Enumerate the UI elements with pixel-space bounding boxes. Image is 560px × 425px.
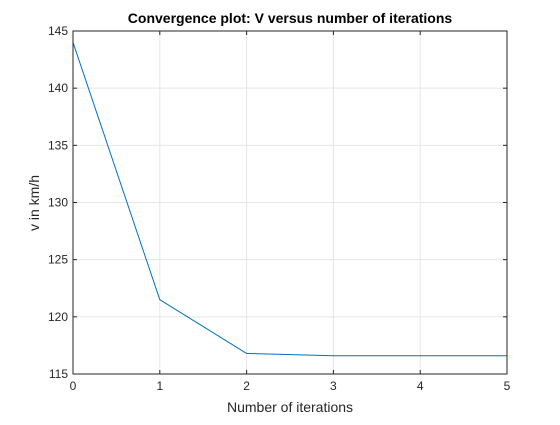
y-axis-label: v in km/h bbox=[26, 175, 42, 231]
axes-layer bbox=[72, 30, 508, 375]
x-axis-label: Number of iterations bbox=[227, 399, 353, 415]
x-tick-label: 2 bbox=[243, 379, 250, 393]
y-tick-label: 140 bbox=[48, 81, 68, 95]
y-tick-label: 145 bbox=[48, 24, 68, 38]
data-point bbox=[246, 352, 248, 354]
x-tick-label: 1 bbox=[156, 379, 163, 393]
data-point bbox=[159, 299, 161, 301]
series-line bbox=[72, 42, 507, 357]
data-point bbox=[332, 355, 334, 357]
x-tick-label: 5 bbox=[504, 379, 511, 393]
y-tick-label: 115 bbox=[49, 367, 68, 381]
x-tick-label: 0 bbox=[70, 379, 77, 393]
x-tick-label: 4 bbox=[417, 379, 424, 393]
y-tick-labels: 115 120 125 130 135 140 145 bbox=[48, 24, 68, 381]
y-tick-label: 120 bbox=[48, 310, 68, 324]
y-tick-label: 125 bbox=[48, 253, 68, 267]
x-tick-label: 3 bbox=[330, 379, 337, 393]
y-tick-label: 130 bbox=[48, 196, 68, 210]
chart-title: Convergence plot: V versus number of ite… bbox=[128, 10, 453, 26]
data-point bbox=[419, 355, 421, 357]
axes-box bbox=[72, 30, 508, 375]
y-tick-label: 135 bbox=[48, 138, 68, 152]
x-tick-labels: 0 1 2 3 4 5 bbox=[70, 379, 511, 393]
